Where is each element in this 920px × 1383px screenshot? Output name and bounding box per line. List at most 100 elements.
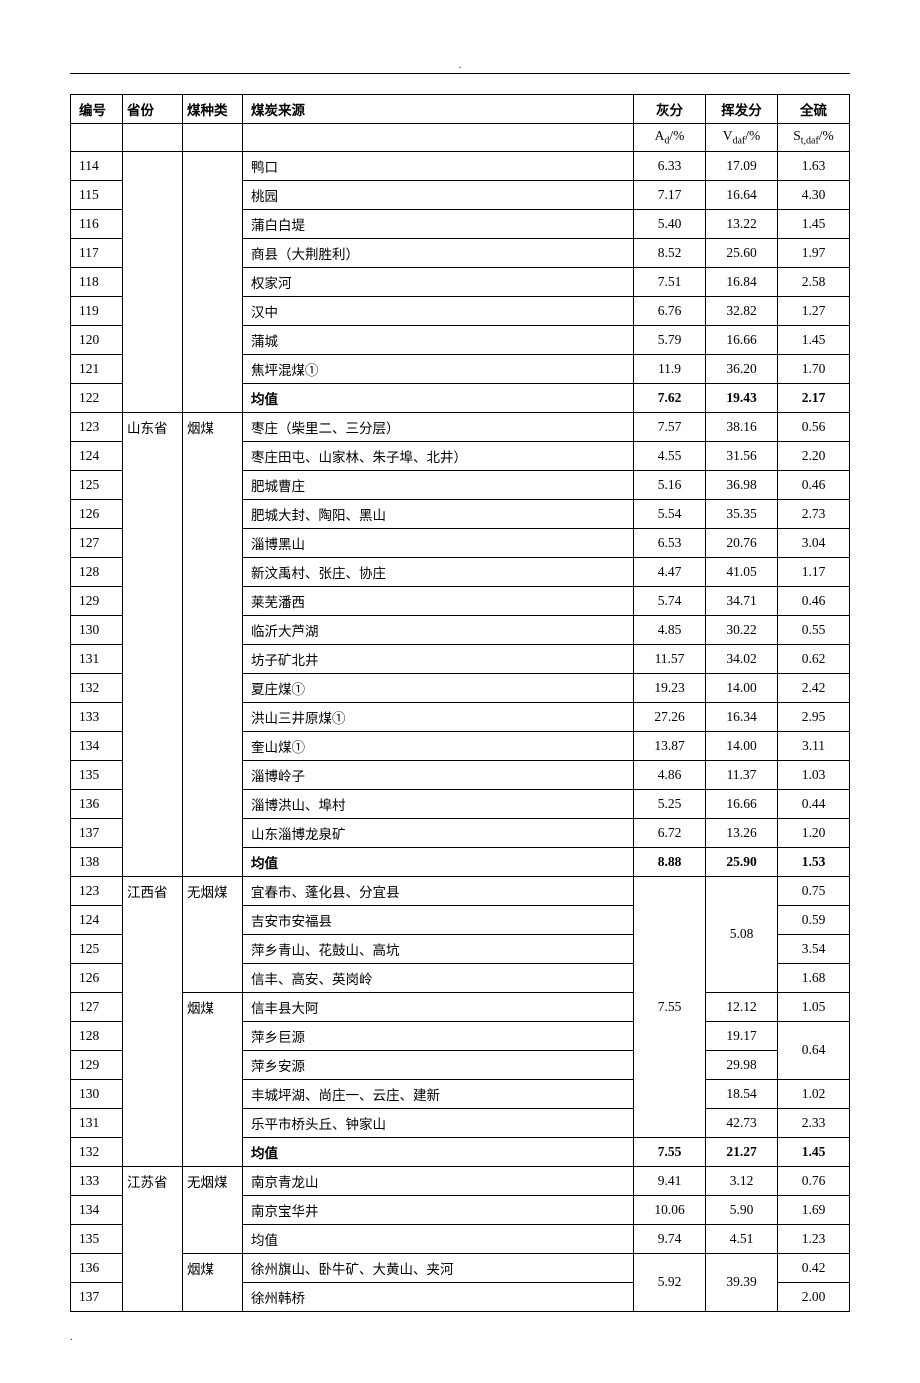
table-cell: 7.62 (634, 383, 706, 412)
table-cell: 8.88 (634, 847, 706, 876)
table-cell: 2.20 (778, 441, 850, 470)
table-cell: 42.73 (706, 1108, 778, 1137)
table-row: 114鸭口6.3317.091.63 (71, 151, 850, 180)
table-cell: 丰城坪湖、尚庄一、云庄、建新 (243, 1079, 634, 1108)
table-cell: 126 (71, 499, 123, 528)
table-cell: 38.16 (706, 412, 778, 441)
table-cell: 宜春市、蓬化县、分宜县 (243, 876, 634, 905)
table-cell: 临沂大芦湖 (243, 615, 634, 644)
table-cell: 商县（大荆胜利） (243, 238, 634, 267)
table-cell: 36.98 (706, 470, 778, 499)
table-cell: 7.57 (634, 412, 706, 441)
unit-row: Ad/% Vdaf/% St,daf/% (71, 124, 850, 152)
table-cell: 徐州韩桥 (243, 1282, 634, 1311)
unit-vol: Vdaf/% (706, 124, 778, 152)
table-cell: 13.26 (706, 818, 778, 847)
table-cell: 30.22 (706, 615, 778, 644)
table-cell: 徐州旗山、卧牛矿、大黄山、夹河 (243, 1253, 634, 1282)
table-cell: 淄博黑山 (243, 528, 634, 557)
table-cell: 1.23 (778, 1224, 850, 1253)
table-cell: 124 (71, 441, 123, 470)
table-cell: 1.27 (778, 296, 850, 325)
table-cell: 烟煤 (183, 412, 243, 876)
table-cell: 36.20 (706, 354, 778, 383)
table-cell: 19.43 (706, 383, 778, 412)
table-cell: 9.74 (634, 1224, 706, 1253)
table-row: 127烟煤信丰县大阿12.121.05 (71, 992, 850, 1021)
table-cell: 江西省 (123, 876, 183, 1166)
table-cell: 39.39 (706, 1253, 778, 1311)
table-cell: 1.03 (778, 760, 850, 789)
table-cell: 鸭口 (243, 151, 634, 180)
table-cell: 奎山煤① (243, 731, 634, 760)
table-cell: 蒲城 (243, 325, 634, 354)
table-cell: 5.08 (706, 876, 778, 992)
table-cell: 20.76 (706, 528, 778, 557)
table-cell: 118 (71, 267, 123, 296)
table-cell: 5.25 (634, 789, 706, 818)
table-cell: 1.17 (778, 557, 850, 586)
table-cell: 桃园 (243, 180, 634, 209)
table-cell: 5.79 (634, 325, 706, 354)
table-cell: 无烟煤 (183, 1166, 243, 1253)
table-cell: 5.54 (634, 499, 706, 528)
header-coaltype: 煤种类 (183, 95, 243, 124)
table-cell: 11.57 (634, 644, 706, 673)
unit-sul: St,daf/% (778, 124, 850, 152)
table-cell: 信丰县大阿 (243, 992, 634, 1021)
table-cell: 淄博岭子 (243, 760, 634, 789)
table-row: 123山东省烟煤枣庄（柴里二、三分层）7.5738.160.56 (71, 412, 850, 441)
table-cell: 14.00 (706, 731, 778, 760)
table-cell: 吉安市安福县 (243, 905, 634, 934)
table-cell: 135 (71, 760, 123, 789)
table-cell: 4.30 (778, 180, 850, 209)
table-cell: 均值 (243, 383, 634, 412)
table-cell: 2.95 (778, 702, 850, 731)
table-cell: 山东省 (123, 412, 183, 876)
table-cell: 6.33 (634, 151, 706, 180)
table-cell: 山东淄博龙泉矿 (243, 818, 634, 847)
header-id: 编号 (71, 95, 123, 124)
table-cell: 7.55 (634, 1137, 706, 1166)
table-cell: 16.34 (706, 702, 778, 731)
table-cell: 133 (71, 702, 123, 731)
table-cell: 2.73 (778, 499, 850, 528)
table-cell: 4.86 (634, 760, 706, 789)
table-cell: 焦坪混煤① (243, 354, 634, 383)
table-cell: 1.68 (778, 963, 850, 992)
table-cell: 2.33 (778, 1108, 850, 1137)
table-cell: 3.54 (778, 934, 850, 963)
table-cell: 16.66 (706, 325, 778, 354)
table-cell: 1.69 (778, 1195, 850, 1224)
table-cell: 肥城大封、陶阳、黑山 (243, 499, 634, 528)
table-cell: 0.46 (778, 586, 850, 615)
table-cell: 120 (71, 325, 123, 354)
table-cell: 131 (71, 1108, 123, 1137)
page-header-dot: . (70, 60, 850, 74)
table-cell: 16.66 (706, 789, 778, 818)
table-cell: 21.27 (706, 1137, 778, 1166)
table-cell: 19.23 (634, 673, 706, 702)
table-cell: 2.00 (778, 1282, 850, 1311)
table-cell: 131 (71, 644, 123, 673)
table-cell: 133 (71, 1166, 123, 1195)
table-cell: 137 (71, 818, 123, 847)
table-cell: 135 (71, 1224, 123, 1253)
table-cell: 0.64 (778, 1021, 850, 1079)
table-cell: 坊子矿北井 (243, 644, 634, 673)
table-cell (123, 151, 183, 412)
table-cell: 114 (71, 151, 123, 180)
table-cell: 34.02 (706, 644, 778, 673)
table-cell: 29.98 (706, 1050, 778, 1079)
table-cell: 116 (71, 209, 123, 238)
table-cell: 123 (71, 412, 123, 441)
table-cell: 0.62 (778, 644, 850, 673)
table-cell: 1.02 (778, 1079, 850, 1108)
table-cell: 均值 (243, 847, 634, 876)
table-cell: 汉中 (243, 296, 634, 325)
table-cell: 均值 (243, 1137, 634, 1166)
table-cell: 均值 (243, 1224, 634, 1253)
header-row: 编号 省份 煤种类 煤炭来源 灰分 挥发分 全硫 (71, 95, 850, 124)
table-cell: 2.17 (778, 383, 850, 412)
header-province: 省份 (123, 95, 183, 124)
